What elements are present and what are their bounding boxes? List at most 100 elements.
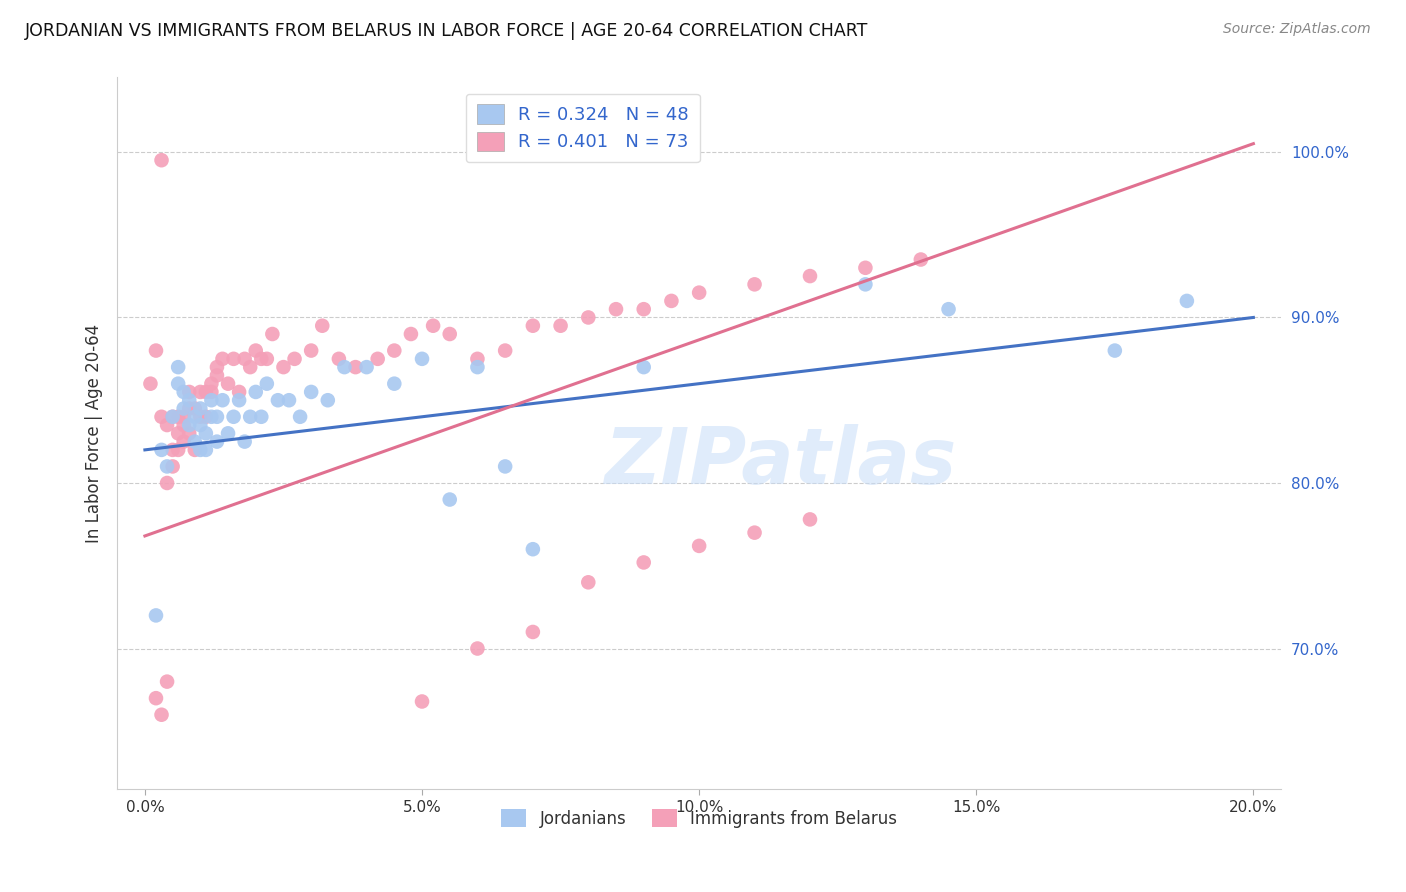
Point bbox=[467, 641, 489, 656]
Point bbox=[179, 426, 201, 441]
Point bbox=[179, 393, 201, 408]
Point bbox=[411, 694, 433, 708]
Point bbox=[799, 512, 821, 526]
Point bbox=[522, 318, 544, 333]
Point bbox=[633, 556, 655, 570]
Point bbox=[344, 360, 367, 375]
Point bbox=[173, 418, 195, 433]
Point bbox=[250, 409, 273, 424]
Point bbox=[356, 360, 378, 375]
Point bbox=[855, 277, 877, 292]
Point bbox=[188, 384, 211, 399]
Point bbox=[156, 674, 179, 689]
Point bbox=[184, 442, 207, 457]
Point bbox=[179, 418, 201, 433]
Point bbox=[744, 277, 766, 292]
Text: ZIPatlas: ZIPatlas bbox=[605, 424, 956, 500]
Point bbox=[173, 434, 195, 449]
Y-axis label: In Labor Force | Age 20-64: In Labor Force | Age 20-64 bbox=[86, 324, 103, 543]
Point bbox=[162, 409, 184, 424]
Point bbox=[273, 360, 295, 375]
Point bbox=[173, 401, 195, 416]
Point bbox=[661, 293, 683, 308]
Point bbox=[744, 525, 766, 540]
Point bbox=[162, 442, 184, 457]
Point bbox=[184, 409, 207, 424]
Point bbox=[179, 384, 201, 399]
Point bbox=[211, 351, 233, 366]
Point bbox=[173, 384, 195, 399]
Point bbox=[233, 351, 256, 366]
Text: Source: ZipAtlas.com: Source: ZipAtlas.com bbox=[1223, 22, 1371, 37]
Point bbox=[184, 434, 207, 449]
Point bbox=[222, 409, 245, 424]
Point bbox=[256, 376, 278, 391]
Point bbox=[522, 624, 544, 639]
Point bbox=[150, 442, 173, 457]
Point bbox=[194, 426, 217, 441]
Point bbox=[200, 393, 222, 408]
Point bbox=[382, 343, 405, 358]
Point bbox=[188, 442, 211, 457]
Point bbox=[205, 360, 228, 375]
Point bbox=[150, 409, 173, 424]
Point bbox=[179, 401, 201, 416]
Point bbox=[855, 260, 877, 275]
Point bbox=[188, 418, 211, 433]
Point bbox=[167, 360, 190, 375]
Point bbox=[145, 343, 167, 358]
Point bbox=[382, 376, 405, 391]
Point bbox=[367, 351, 389, 366]
Point bbox=[194, 442, 217, 457]
Point bbox=[494, 459, 516, 474]
Point bbox=[576, 310, 599, 325]
Point bbox=[311, 318, 333, 333]
Point bbox=[328, 351, 350, 366]
Point bbox=[799, 269, 821, 284]
Point bbox=[278, 393, 301, 408]
Point bbox=[494, 343, 516, 358]
Point bbox=[228, 384, 250, 399]
Point bbox=[205, 434, 228, 449]
Point bbox=[188, 401, 211, 416]
Legend: Jordanians, Immigrants from Belarus: Jordanians, Immigrants from Belarus bbox=[495, 803, 904, 834]
Point bbox=[156, 418, 179, 433]
Point bbox=[250, 351, 273, 366]
Point bbox=[173, 409, 195, 424]
Point bbox=[333, 360, 356, 375]
Point bbox=[156, 459, 179, 474]
Point bbox=[239, 409, 262, 424]
Point bbox=[167, 442, 190, 457]
Point bbox=[262, 326, 284, 341]
Point bbox=[150, 707, 173, 722]
Point bbox=[200, 409, 222, 424]
Point bbox=[938, 302, 960, 317]
Point bbox=[217, 376, 239, 391]
Point bbox=[439, 326, 461, 341]
Point bbox=[162, 409, 184, 424]
Text: JORDANIAN VS IMMIGRANTS FROM BELARUS IN LABOR FORCE | AGE 20-64 CORRELATION CHAR: JORDANIAN VS IMMIGRANTS FROM BELARUS IN … bbox=[25, 22, 869, 40]
Point bbox=[162, 459, 184, 474]
Point bbox=[233, 434, 256, 449]
Point bbox=[522, 542, 544, 557]
Point bbox=[200, 376, 222, 391]
Point bbox=[467, 351, 489, 366]
Point bbox=[194, 409, 217, 424]
Point bbox=[167, 409, 190, 424]
Point bbox=[550, 318, 572, 333]
Point bbox=[167, 376, 190, 391]
Point bbox=[688, 285, 710, 300]
Point bbox=[211, 393, 233, 408]
Point bbox=[145, 608, 167, 623]
Point bbox=[139, 376, 162, 391]
Point bbox=[576, 575, 599, 590]
Point bbox=[288, 409, 311, 424]
Point bbox=[228, 393, 250, 408]
Point bbox=[399, 326, 422, 341]
Point bbox=[299, 384, 322, 399]
Point bbox=[283, 351, 305, 366]
Point bbox=[205, 368, 228, 383]
Point bbox=[910, 252, 932, 267]
Point bbox=[467, 360, 489, 375]
Point bbox=[256, 351, 278, 366]
